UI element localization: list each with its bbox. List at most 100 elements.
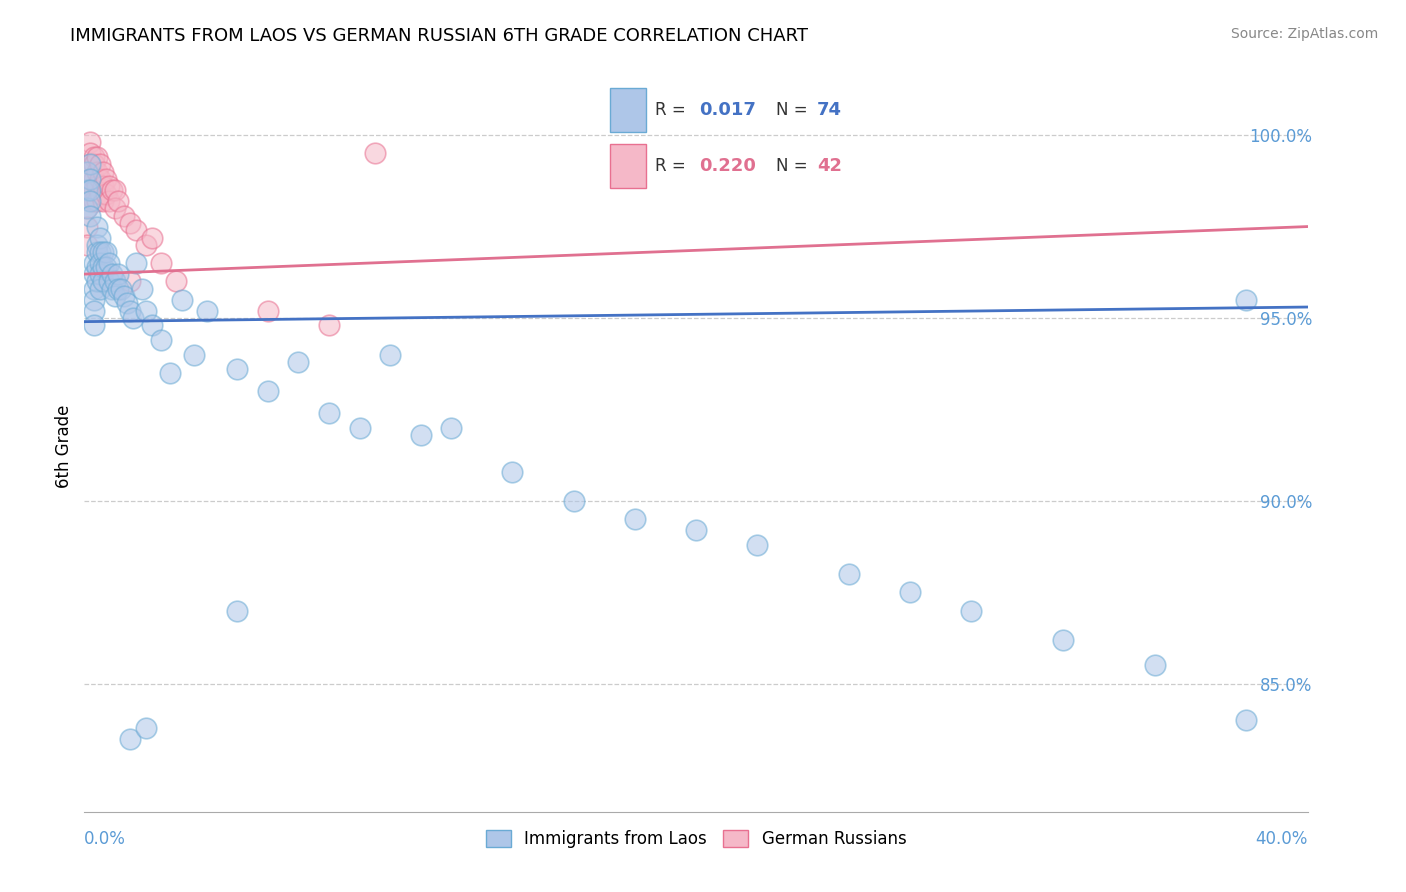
- Point: [107, 194, 129, 208]
- Point: [91, 245, 114, 260]
- Point: [195, 303, 218, 318]
- Point: [94, 186, 117, 201]
- Point: [104, 289, 127, 303]
- Point: [380, 348, 402, 362]
- Point: [91, 164, 114, 178]
- Point: [112, 209, 135, 223]
- Point: [107, 267, 129, 281]
- Point: [76, 237, 98, 252]
- Point: [97, 179, 120, 194]
- Point: [624, 512, 647, 526]
- Point: [83, 256, 105, 270]
- Point: [1236, 714, 1258, 728]
- Point: [141, 318, 163, 333]
- Point: [91, 194, 114, 208]
- Text: 42: 42: [817, 157, 842, 175]
- Point: [685, 523, 707, 537]
- Point: [104, 202, 127, 216]
- Point: [364, 146, 387, 161]
- Point: [86, 274, 108, 288]
- Point: [135, 721, 157, 735]
- Point: [440, 420, 463, 434]
- Point: [83, 282, 105, 296]
- Point: [960, 604, 983, 618]
- Point: [86, 260, 108, 274]
- Point: [1052, 632, 1074, 647]
- Point: [79, 157, 101, 171]
- Point: [79, 146, 101, 161]
- Point: [89, 172, 111, 186]
- Text: N =: N =: [776, 157, 813, 175]
- Point: [91, 274, 114, 288]
- Text: IMMIGRANTS FROM LAOS VS GERMAN RUSSIAN 6TH GRADE CORRELATION CHART: IMMIGRANTS FROM LAOS VS GERMAN RUSSIAN 6…: [70, 27, 808, 45]
- Point: [97, 274, 120, 288]
- Bar: [610, 88, 645, 132]
- Point: [94, 172, 117, 186]
- Point: [83, 150, 105, 164]
- Point: [83, 303, 105, 318]
- Point: [125, 223, 148, 237]
- Point: [83, 318, 105, 333]
- Point: [257, 303, 280, 318]
- Point: [107, 282, 129, 296]
- Point: [86, 164, 108, 178]
- Point: [104, 183, 127, 197]
- Point: [165, 274, 187, 288]
- Point: [91, 260, 114, 274]
- Point: [97, 256, 120, 270]
- Point: [76, 183, 98, 197]
- Point: [172, 293, 194, 307]
- Point: [89, 267, 111, 281]
- Point: [120, 303, 142, 318]
- Point: [79, 172, 101, 186]
- Point: [112, 289, 135, 303]
- Y-axis label: 6th Grade: 6th Grade: [55, 404, 73, 488]
- Point: [318, 318, 340, 333]
- Point: [898, 585, 921, 599]
- Point: [97, 194, 120, 208]
- Text: R =: R =: [655, 102, 690, 120]
- Point: [149, 256, 172, 270]
- Point: [349, 420, 371, 434]
- Point: [83, 293, 105, 307]
- Point: [86, 219, 108, 234]
- Point: [226, 362, 249, 376]
- Point: [86, 245, 108, 260]
- Legend: Immigrants from Laos, German Russians: Immigrants from Laos, German Russians: [479, 823, 912, 855]
- Bar: [610, 144, 645, 188]
- Point: [79, 172, 101, 186]
- Point: [89, 282, 111, 296]
- Point: [502, 465, 524, 479]
- Point: [226, 604, 249, 618]
- Point: [257, 384, 280, 398]
- Point: [409, 428, 432, 442]
- Point: [79, 136, 101, 150]
- Point: [838, 567, 860, 582]
- Point: [86, 179, 108, 194]
- Point: [183, 348, 205, 362]
- Point: [287, 355, 309, 369]
- Point: [79, 194, 101, 208]
- Point: [79, 183, 101, 197]
- Point: [83, 172, 105, 186]
- Point: [120, 216, 142, 230]
- Point: [101, 282, 124, 296]
- Point: [79, 209, 101, 223]
- Point: [120, 731, 142, 746]
- Point: [79, 183, 101, 197]
- Point: [79, 157, 101, 171]
- Point: [83, 267, 105, 281]
- Point: [122, 311, 145, 326]
- Point: [89, 186, 111, 201]
- Point: [104, 274, 127, 288]
- Point: [86, 237, 108, 252]
- Text: 40.0%: 40.0%: [1256, 830, 1308, 848]
- Point: [149, 333, 172, 347]
- Point: [83, 194, 105, 208]
- Point: [135, 303, 157, 318]
- Point: [89, 256, 111, 270]
- Text: 0.220: 0.220: [699, 157, 756, 175]
- Point: [115, 296, 138, 310]
- Text: R =: R =: [655, 157, 690, 175]
- Point: [318, 406, 340, 420]
